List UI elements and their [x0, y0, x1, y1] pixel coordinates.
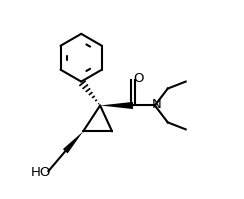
Text: N: N [152, 98, 162, 111]
Polygon shape [100, 102, 133, 109]
Text: O: O [134, 72, 144, 85]
Text: HO: HO [30, 166, 51, 179]
Polygon shape [63, 131, 83, 153]
